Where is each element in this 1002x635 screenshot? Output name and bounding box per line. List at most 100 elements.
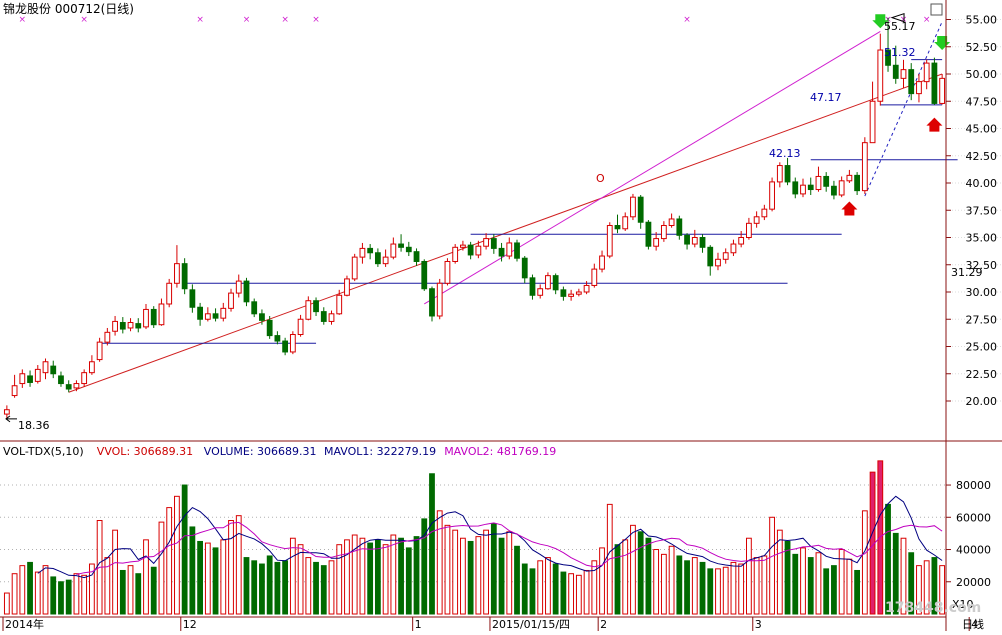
volume-bar[interactable]: [65, 579, 72, 615]
candle[interactable]: [11, 374, 18, 398]
candle[interactable]: [135, 318, 142, 333]
volume-bar[interactable]: [274, 561, 281, 615]
candle[interactable]: [885, 17, 891, 72]
candle[interactable]: [34, 365, 41, 384]
volume-bar[interactable]: [220, 539, 227, 615]
volume-bar[interactable]: [475, 536, 482, 615]
volume-bar[interactable]: [715, 568, 721, 615]
candle[interactable]: [583, 281, 590, 295]
candle[interactable]: [761, 204, 768, 221]
volume-bar[interactable]: [289, 537, 296, 615]
volume-bar[interactable]: [259, 563, 265, 615]
candle[interactable]: [444, 258, 451, 286]
volume-bar[interactable]: [112, 529, 118, 615]
candle[interactable]: [27, 370, 33, 387]
volume-bar[interactable]: [769, 516, 775, 615]
volume-bar[interactable]: [699, 561, 706, 615]
candle[interactable]: [637, 194, 644, 229]
volume-bar[interactable]: [892, 532, 899, 615]
volume-bar[interactable]: [228, 520, 234, 615]
volume-bar[interactable]: [637, 531, 644, 615]
volume-bar[interactable]: [135, 573, 142, 615]
candle[interactable]: [630, 193, 636, 221]
volume-bar[interactable]: [166, 507, 173, 615]
candle[interactable]: [575, 288, 582, 297]
volume-bar[interactable]: [436, 510, 443, 615]
candle[interactable]: [776, 162, 783, 188]
volume-bar[interactable]: [150, 566, 157, 615]
candle[interactable]: [436, 278, 443, 320]
volume-bar[interactable]: [58, 581, 64, 615]
candle[interactable]: [382, 249, 389, 267]
candle[interactable]: [815, 166, 822, 192]
candle[interactable]: [784, 157, 791, 186]
volume-bar[interactable]: [707, 568, 714, 615]
volume-bar[interactable]: [460, 537, 466, 615]
candle[interactable]: [746, 217, 752, 240]
candle[interactable]: [800, 178, 806, 198]
candle[interactable]: [807, 177, 814, 195]
volume-bar[interactable]: [336, 544, 343, 615]
volume-bar[interactable]: [931, 557, 938, 615]
candle[interactable]: [877, 33, 884, 106]
volume-bar[interactable]: [374, 539, 381, 615]
candle[interactable]: [251, 298, 258, 318]
volume-bar[interactable]: [143, 539, 149, 615]
candle[interactable]: [96, 337, 103, 362]
candle[interactable]: [452, 244, 459, 264]
volume-bar[interactable]: [42, 565, 49, 615]
candle[interactable]: [266, 315, 273, 339]
candle[interactable]: [916, 74, 922, 103]
candle[interactable]: [684, 233, 690, 250]
candle[interactable]: [374, 248, 381, 267]
candle[interactable]: [475, 240, 482, 259]
volume-bar[interactable]: [645, 537, 652, 615]
volume-bar[interactable]: [212, 547, 219, 615]
candle[interactable]: [344, 275, 350, 297]
volume-bar[interactable]: [846, 558, 853, 615]
candle[interactable]: [846, 169, 853, 183]
volume-bar[interactable]: [514, 545, 520, 615]
candle[interactable]: [676, 215, 683, 240]
volume-bar[interactable]: [506, 531, 513, 615]
candle[interactable]: [831, 180, 837, 200]
volume-bar[interactable]: [545, 557, 551, 615]
volume-bar[interactable]: [390, 534, 397, 615]
candle[interactable]: [738, 230, 745, 248]
volume-bar[interactable]: [313, 561, 319, 615]
volume-bar[interactable]: [197, 540, 203, 615]
volume-bar[interactable]: [452, 529, 459, 615]
volume-bar[interactable]: [34, 571, 41, 615]
candle[interactable]: [490, 234, 497, 254]
candle[interactable]: [699, 234, 706, 253]
candles[interactable]: [3, 17, 946, 419]
volume-bar[interactable]: [413, 536, 420, 615]
volume-bar[interactable]: [297, 544, 304, 615]
candle[interactable]: [143, 303, 149, 330]
volume-bar[interactable]: [27, 561, 33, 615]
volume-bar[interactable]: [730, 561, 737, 615]
candle[interactable]: [537, 284, 544, 299]
candle[interactable]: [88, 355, 95, 375]
candle[interactable]: [614, 214, 621, 234]
candle[interactable]: [73, 380, 80, 392]
candle[interactable]: [166, 278, 173, 308]
volume-bar[interactable]: [622, 539, 629, 615]
volume-bar[interactable]: [243, 557, 250, 615]
volume-bar[interactable]: [761, 555, 768, 615]
volume-bar[interactable]: [676, 555, 683, 615]
candle[interactable]: [421, 259, 428, 291]
volume-bar[interactable]: [305, 557, 312, 615]
volume-bar[interactable]: [320, 565, 327, 615]
volume-bar[interactable]: [537, 560, 544, 615]
candle[interactable]: [861, 137, 868, 194]
volume-bar[interactable]: [251, 560, 258, 615]
volume-bar[interactable]: [189, 526, 196, 615]
candle[interactable]: [119, 317, 126, 334]
volume-bar[interactable]: [614, 544, 621, 615]
candle[interactable]: [854, 172, 861, 195]
candle[interactable]: [413, 248, 420, 266]
candle[interactable]: [297, 314, 304, 337]
candle[interactable]: [467, 241, 474, 260]
